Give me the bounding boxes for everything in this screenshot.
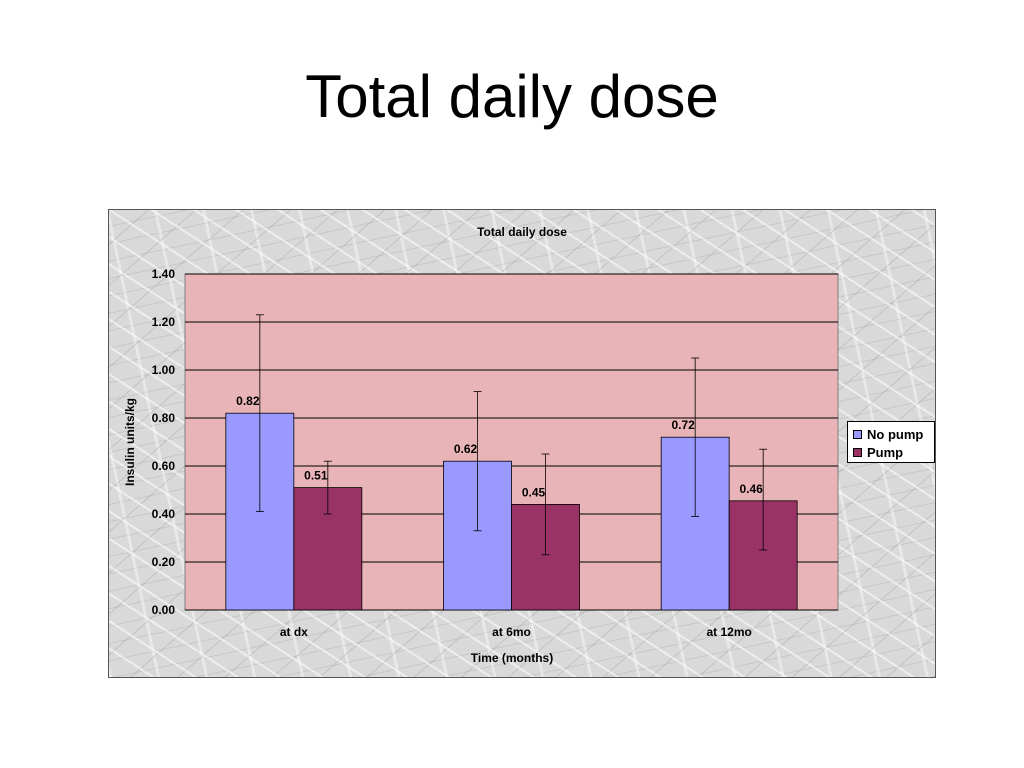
y-tick-label: 0.20 — [152, 555, 176, 569]
data-label: 0.72 — [671, 418, 695, 432]
y-tick-label: 0.60 — [152, 459, 176, 473]
slide-title: Total daily dose — [305, 63, 719, 130]
data-label: 0.45 — [522, 485, 546, 499]
legend-item-pump: Pump — [853, 443, 934, 461]
data-label: 0.51 — [304, 469, 328, 483]
x-tick-label: at 12mo — [706, 625, 751, 639]
y-tick-label: 0.40 — [152, 507, 176, 521]
legend-swatch-pump — [853, 447, 862, 457]
legend-item-no-pump: No pump — [853, 425, 934, 443]
legend-label-no-pump: No pump — [867, 426, 924, 442]
y-tick-label: 0.80 — [152, 411, 176, 425]
legend-label-pump: Pump — [867, 444, 904, 460]
data-label: 0.82 — [236, 394, 260, 408]
y-axis-title: Insulin units/kg — [123, 398, 137, 486]
data-label: 0.46 — [739, 482, 763, 496]
x-tick-label: at dx — [280, 625, 308, 639]
y-tick-label: 1.20 — [152, 315, 176, 329]
data-label: 0.62 — [454, 442, 478, 456]
y-tick-label: 0.00 — [152, 603, 176, 617]
y-tick-label: 1.00 — [152, 363, 176, 377]
x-tick-label: at 6mo — [492, 625, 531, 639]
x-axis-title: Time (months) — [471, 651, 553, 665]
plot-area: 0.00 0.20 0.40 0.60 0.80 1.00 1.20 1.40 at dx 0.8… — [152, 267, 839, 639]
legend: No pump Pump — [847, 421, 935, 463]
legend-swatch-no-pump — [853, 429, 862, 439]
y-tick-label: 1.40 — [152, 267, 176, 281]
chart-title: Total daily dose — [477, 225, 567, 239]
